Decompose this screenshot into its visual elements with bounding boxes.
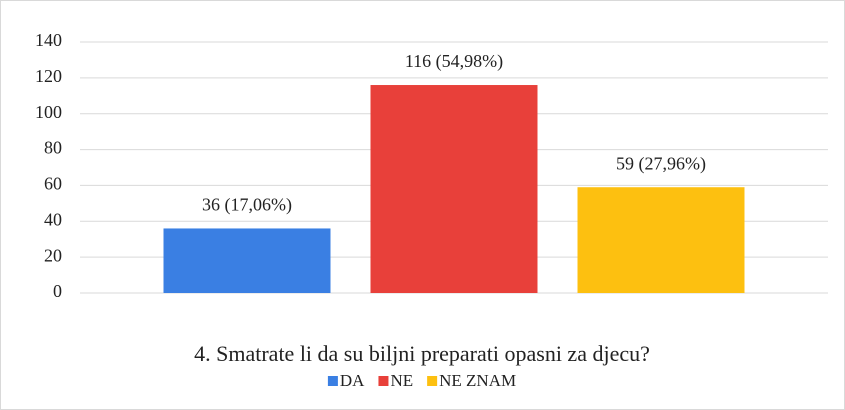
- data-label: 36 (17,06%): [202, 195, 292, 216]
- legend-swatch: [427, 376, 438, 386]
- y-tick-label: 20: [44, 245, 62, 265]
- y-tick-label: 120: [35, 66, 62, 86]
- legend-swatch: [327, 376, 338, 386]
- data-label: 116 (54,98%): [405, 51, 503, 72]
- bar: [163, 228, 331, 293]
- bar: [370, 85, 538, 294]
- y-tick-label: 140: [35, 30, 62, 50]
- legend-swatch: [378, 376, 389, 386]
- legend-label: NE: [390, 371, 413, 390]
- y-tick-label: 60: [44, 174, 62, 194]
- y-tick-label: 100: [35, 102, 62, 122]
- data-label: 59 (27,96%): [616, 153, 706, 174]
- y-tick-label: 80: [44, 138, 62, 158]
- bar: [577, 187, 745, 293]
- chart-title: 4. Smatrate li da su biljni preparati op…: [194, 341, 650, 366]
- y-tick-label: 0: [53, 281, 62, 301]
- legend-label: NE ZNAM: [439, 371, 516, 390]
- y-tick-label: 40: [44, 209, 62, 229]
- legend-label: DA: [340, 371, 365, 390]
